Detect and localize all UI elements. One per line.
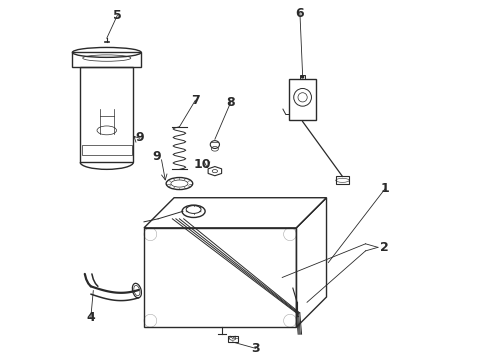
Text: 10: 10	[194, 158, 211, 171]
Circle shape	[301, 75, 304, 78]
Bar	[144, 228, 296, 327]
Bar	[300, 75, 305, 79]
Bar	[228, 336, 238, 342]
Text: 3: 3	[251, 342, 260, 355]
Text: 1: 1	[381, 183, 390, 195]
Bar	[73, 53, 141, 67]
Bar	[80, 67, 133, 162]
Text: 5: 5	[113, 9, 122, 22]
Text: 8: 8	[226, 95, 235, 108]
Bar	[82, 145, 132, 155]
Bar	[336, 176, 349, 184]
Text: 6: 6	[295, 7, 304, 20]
Text: 7: 7	[191, 94, 200, 107]
Text: 9: 9	[135, 131, 144, 144]
Text: 9: 9	[152, 150, 161, 163]
Text: 4: 4	[86, 311, 95, 324]
Bar	[289, 79, 316, 120]
Text: 2: 2	[380, 241, 389, 254]
